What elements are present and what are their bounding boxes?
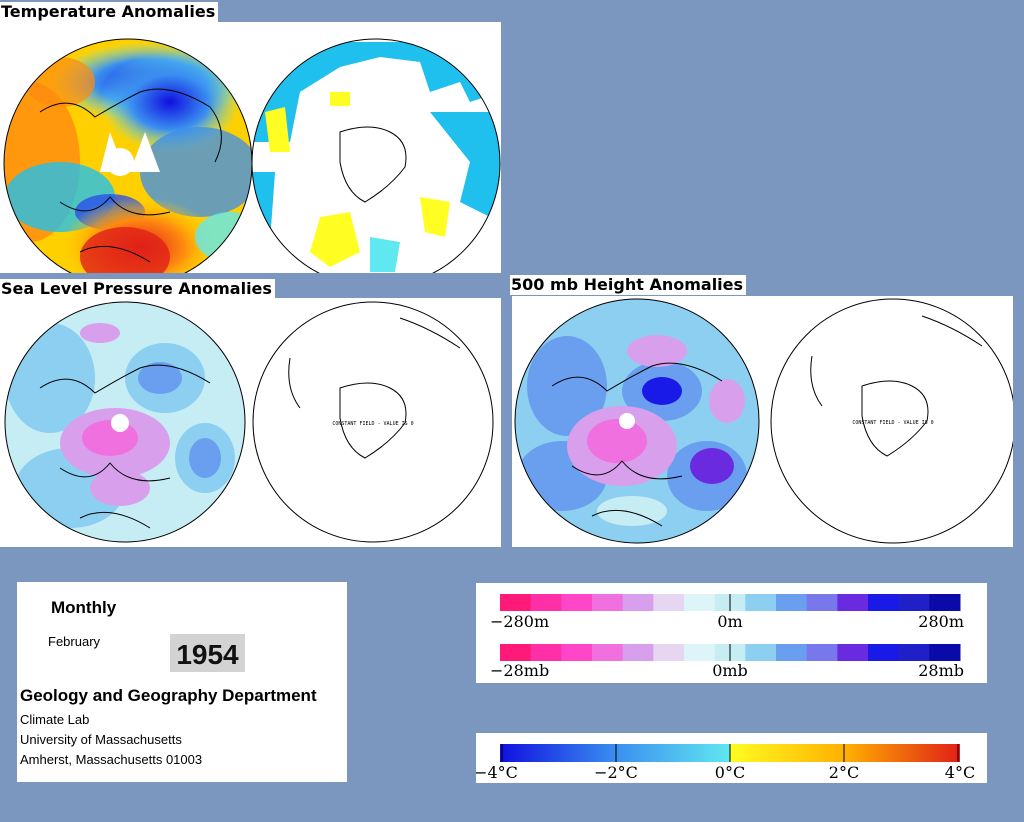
legend-swatch: [868, 594, 900, 611]
height-legend-max: 280m: [918, 612, 964, 631]
slp-north-map: [4, 301, 246, 543]
legend-swatch: [653, 644, 685, 661]
height500-constant-field-note: CONSTANT FIELD - VALUE IS 0: [852, 420, 933, 426]
legend-swatch: [684, 644, 716, 661]
info-line-lab: Climate Lab: [20, 712, 90, 727]
temp-legend-plus2: 2°C: [829, 763, 859, 782]
legend-swatch: [837, 644, 869, 661]
legend-swatch: [622, 644, 654, 661]
legend-swatch: [561, 594, 593, 611]
height-legend-min: −280m: [490, 612, 549, 631]
slp-anomalies-panel: CONSTANT FIELD - VALUE IS 0: [0, 298, 501, 547]
pressure-legend-zero: 0mb: [712, 661, 748, 680]
legend-swatch: [898, 644, 930, 661]
temp-legend-minus2: −2°C: [594, 763, 638, 782]
height500-south-map: CONSTANT FIELD - VALUE IS 0: [770, 298, 1013, 544]
period-label: Monthly: [51, 598, 117, 617]
legend-swatch: [622, 594, 654, 611]
temperature-south-map: [251, 38, 501, 273]
info-box: Monthly February 1954 Geology and Geogra…: [17, 582, 347, 782]
department-name: Geology and Geography Department: [20, 686, 317, 705]
height500-anomalies-title: 500 mb Height Anomalies: [510, 275, 747, 295]
temp-legend-zero: 0°C: [715, 763, 745, 782]
legend-swatch: [868, 644, 900, 661]
info-line-address: Amherst, Massachusetts 01003: [20, 752, 203, 767]
temp-legend-plus4: 4°C: [945, 763, 975, 782]
legend-swatch: [929, 594, 961, 611]
legend-swatch: [684, 594, 716, 611]
legend-swatch: [530, 594, 562, 611]
legend-swatch: [806, 594, 838, 611]
temperature-anomalies-panel: [0, 22, 501, 273]
slp-south-map: CONSTANT FIELD - VALUE IS 0: [252, 301, 494, 543]
temperature-anomalies-title: Temperature Anomalies: [0, 2, 219, 22]
legend-swatch: [806, 644, 838, 661]
legend-swatch: [898, 594, 930, 611]
legend-swatch: [745, 594, 777, 611]
month-label: February: [48, 634, 101, 649]
height-color-bar: [500, 594, 961, 611]
legend-swatch: [776, 644, 808, 661]
legend-swatch: [500, 594, 532, 611]
pressure-color-bar: [500, 644, 961, 661]
temperature-legend: −4°C −2°C 0°C 2°C 4°C: [476, 733, 987, 783]
pressure-legend-max: 28mb: [918, 661, 964, 680]
temp-legend-minus4: −4°C: [476, 763, 518, 782]
year-label: 1954: [170, 634, 245, 672]
temperature-north-map: [3, 38, 253, 273]
anomaly-legend: −280m 0m 280m −28mb 0mb 28mb: [476, 583, 987, 683]
height500-north-map: [514, 298, 760, 544]
legend-swatch: [929, 644, 961, 661]
legend-swatch: [776, 594, 808, 611]
slp-anomalies-title: Sea Level Pressure Anomalies: [0, 279, 275, 299]
legend-swatch: [561, 644, 593, 661]
legend-swatch: [745, 644, 777, 661]
height-legend-zero: 0m: [717, 612, 742, 631]
height500-anomalies-panel: CONSTANT FIELD - VALUE IS 0: [512, 296, 1013, 547]
slp-constant-field-note: CONSTANT FIELD - VALUE IS 0: [332, 421, 413, 427]
legend-swatch: [837, 594, 869, 611]
pressure-legend-min: −28mb: [490, 661, 549, 680]
legend-swatch: [592, 594, 624, 611]
info-line-university: University of Massachusetts: [20, 732, 182, 747]
legend-swatch: [530, 644, 562, 661]
legend-swatch: [653, 594, 685, 611]
legend-swatch: [500, 644, 532, 661]
legend-swatch: [592, 644, 624, 661]
